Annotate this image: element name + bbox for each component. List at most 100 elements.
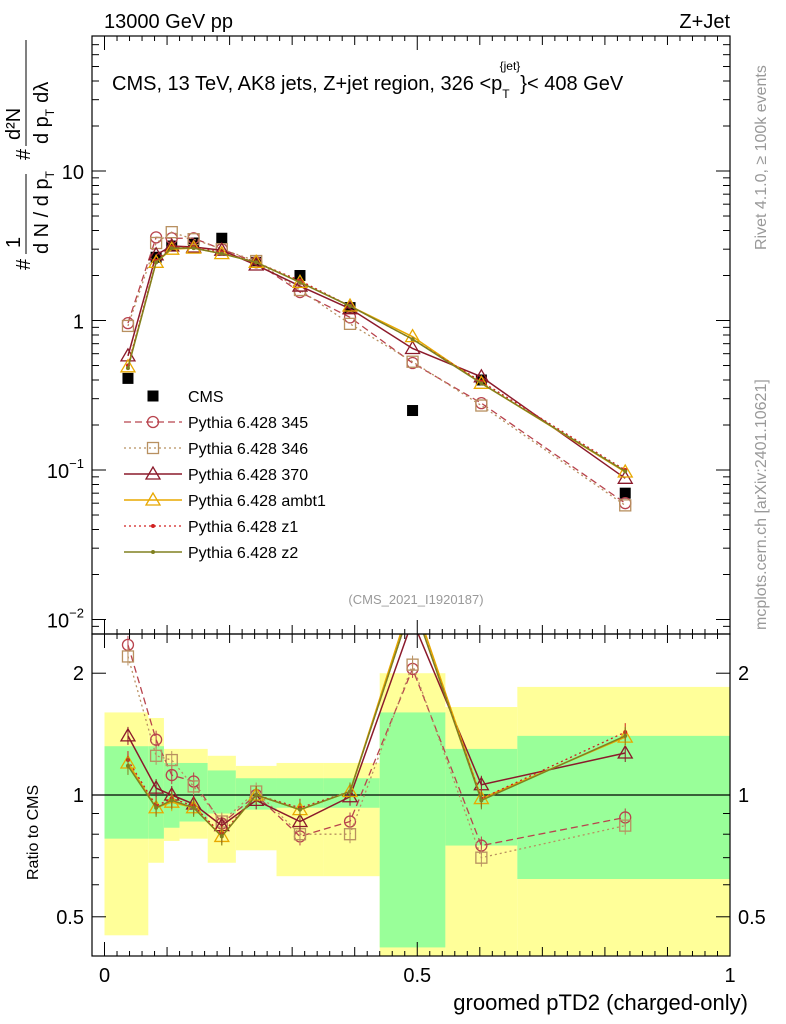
main-y-tick-label: 10	[62, 162, 84, 184]
series-pythia-6-428-z2	[125, 246, 628, 474]
svg-text:#: #	[13, 148, 35, 160]
data-point	[219, 251, 224, 256]
legend-marker	[147, 390, 159, 402]
data-point	[293, 283, 307, 297]
ratio-point	[348, 789, 353, 794]
data-point	[216, 232, 228, 244]
svg-text:#: #	[13, 258, 35, 270]
legend-marker	[151, 524, 155, 528]
svg-text:d pTdλ: d pTdλ	[31, 82, 57, 144]
legend-entry: CMS	[147, 389, 224, 406]
ratio-y-tick-label-right: 1	[738, 785, 749, 807]
ratio-point	[125, 763, 130, 768]
legend-entry: Pythia 6.428 370	[124, 465, 308, 484]
data-point	[406, 355, 419, 368]
data-point	[404, 328, 421, 343]
ratio-point	[254, 793, 259, 797]
data-point	[619, 487, 631, 499]
ratio-point	[475, 851, 488, 864]
data-point	[410, 337, 415, 342]
data-point	[187, 233, 200, 246]
data-point	[475, 397, 488, 410]
ratio-point	[149, 749, 163, 762]
data-point	[169, 246, 174, 251]
legend-marker	[151, 550, 155, 554]
ratio-point	[623, 733, 628, 738]
ratio-point	[119, 727, 137, 742]
legend-marker	[146, 415, 160, 429]
data-point	[404, 340, 421, 355]
series-line	[127, 231, 626, 506]
x-tick-label: 1	[724, 965, 735, 987]
ratio-point	[617, 744, 634, 759]
legend-label: Pythia 6.428 z1	[188, 519, 298, 536]
ratio-plot-area	[92, 634, 730, 867]
inner-band-bin	[379, 712, 446, 948]
main-y-tick-label: 10−1	[47, 456, 84, 483]
ratio-point	[219, 834, 224, 839]
ratio-y-tick-label-left: 2	[73, 663, 84, 685]
ratio-point	[297, 807, 302, 812]
ratio-y-tick-label-right: 2	[738, 663, 749, 685]
data-point	[125, 366, 130, 371]
data-point	[121, 319, 135, 333]
svg-text:d²N: d²N	[3, 108, 25, 140]
data-point	[619, 499, 632, 512]
data-point	[191, 246, 196, 251]
data-point	[475, 399, 488, 412]
analysis-watermark: (CMS_2021_I1920187)	[348, 592, 483, 607]
inner-band-bin	[517, 735, 730, 879]
data-point	[297, 280, 302, 285]
series-line	[127, 246, 626, 471]
data-point	[185, 239, 202, 254]
rivet-version-label: Rivet 4.1.0, ≥ 100k events	[753, 65, 770, 250]
main-plot-title: CMS, 13 TeV, AK8 jets, Z+jet region, 326…	[112, 59, 624, 101]
data-point	[188, 237, 200, 249]
main-plot-area	[119, 225, 634, 512]
ratio-y-tick-label-left: 0.5	[56, 907, 84, 929]
legend-entry: Pythia 6.428 ambt1	[124, 491, 326, 510]
legend-label: Pythia 6.428 ambt1	[188, 493, 326, 510]
x-tick-label: 0.5	[403, 965, 431, 987]
data-point	[291, 277, 309, 292]
data-point	[343, 317, 357, 330]
main-y-tick-label: 10−2	[47, 606, 84, 633]
ratio-point	[149, 733, 163, 746]
series-pythia-6-428-z1	[125, 245, 628, 473]
legend-label: CMS	[188, 389, 224, 406]
energy-label: 13000 GeV pp	[104, 11, 233, 33]
svg-text:1: 1	[3, 237, 25, 248]
data-point	[479, 381, 484, 386]
axes: 10−2 10−1 1 10 0.5 0.5 1 1 2 2 0 0.5 1	[47, 35, 766, 987]
ratio-point	[191, 805, 196, 810]
legend-label: Pythia 6.428 370	[188, 467, 308, 484]
data-point	[165, 225, 178, 239]
process-label: Z+Jet	[679, 11, 730, 33]
data-point	[343, 311, 357, 324]
ratio-point	[341, 788, 359, 803]
data-point	[254, 260, 259, 265]
data-point	[407, 405, 419, 417]
data-point	[122, 372, 134, 384]
legend-marker	[144, 491, 162, 506]
ratio-y-axis-label: Ratio to CMS	[25, 785, 42, 880]
ratio-point	[154, 805, 159, 810]
ratio-series-pythia-6-428-z2	[125, 634, 628, 846]
ratio-series-pythia-6-428-346	[121, 647, 632, 867]
data-point	[154, 260, 159, 265]
legend-marker	[146, 441, 160, 455]
legend-label: Pythia 6.428 z2	[188, 545, 298, 562]
legend-entry: Pythia 6.428 z1	[124, 519, 298, 536]
data-point	[623, 469, 628, 474]
ratio-y-tick-label-left: 1	[73, 785, 84, 807]
data-point	[119, 358, 137, 373]
series-line	[127, 247, 626, 472]
ratio-point	[147, 779, 165, 794]
ratio-point	[619, 819, 632, 832]
data-point	[147, 254, 165, 268]
legend-entry: Pythia 6.428 z2	[124, 545, 298, 562]
x-axis-label: groomed pTD2 (charged-only)	[453, 990, 748, 1015]
main-y-tick-label: 1	[73, 312, 84, 334]
ratio-uncertainty-bands	[104, 673, 730, 956]
